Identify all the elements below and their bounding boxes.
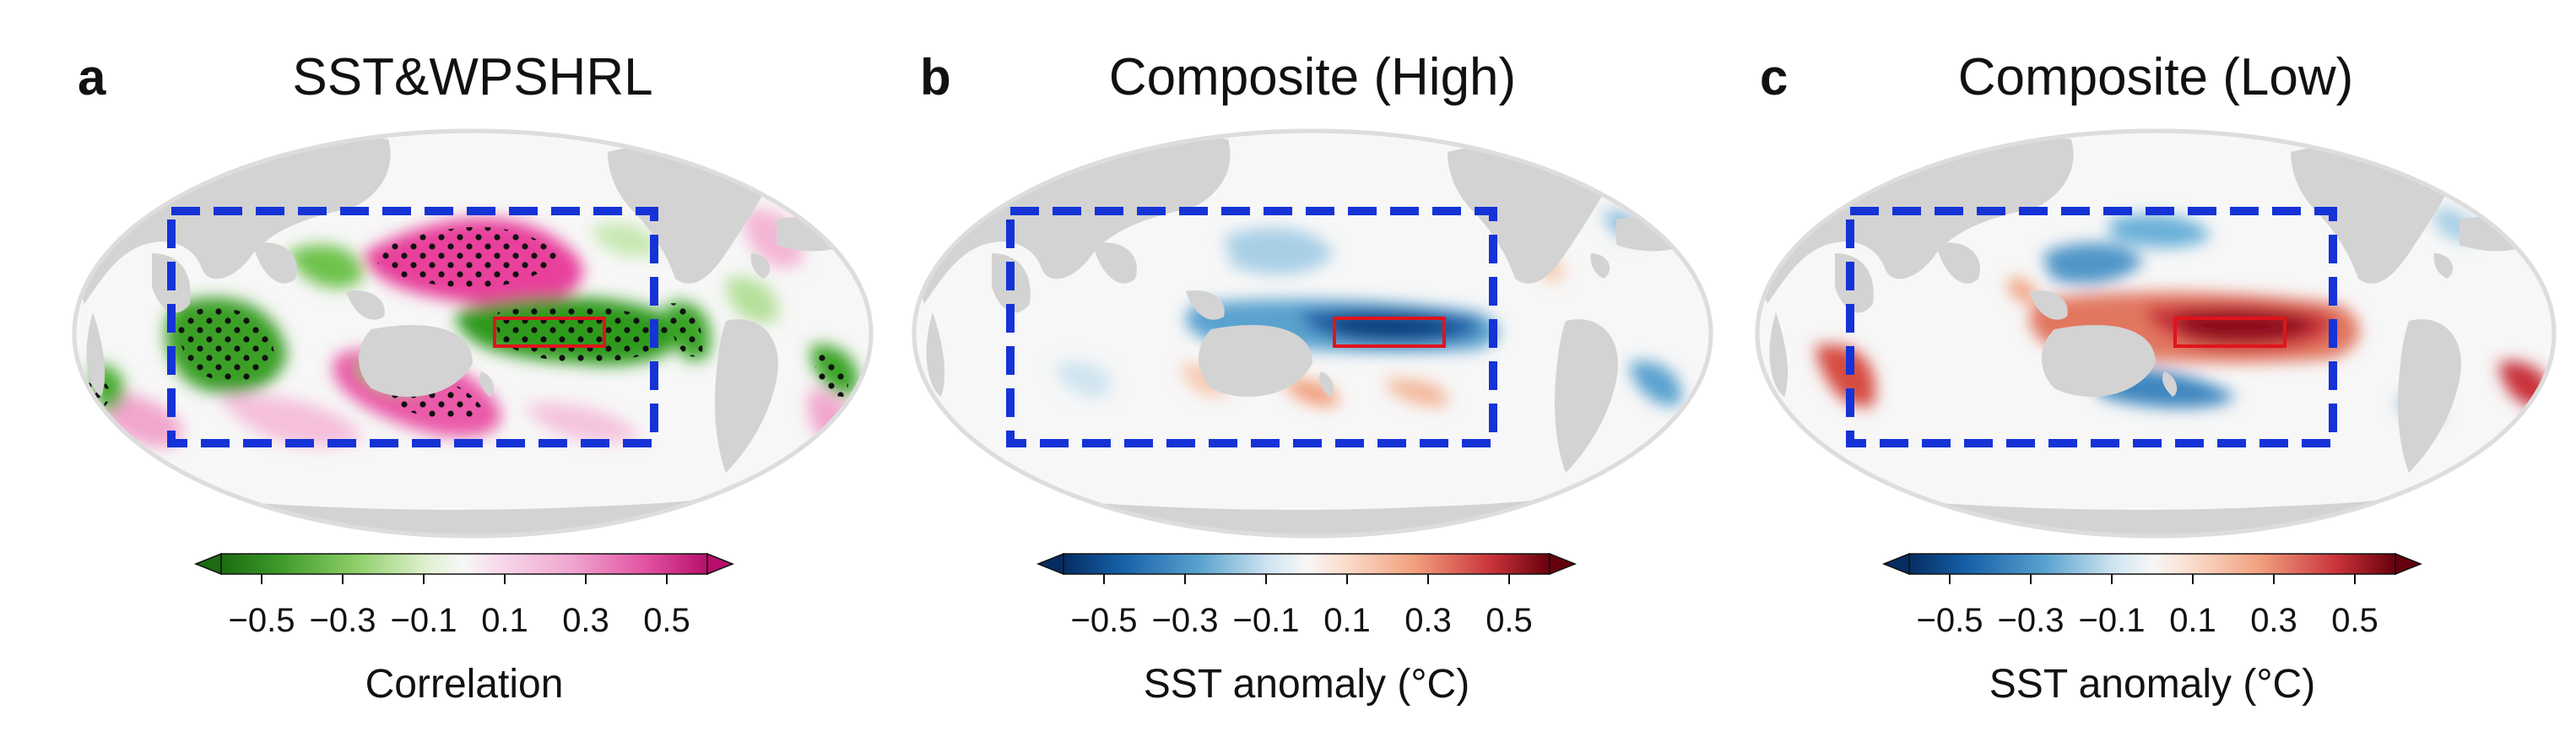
colorbar-extend-low [1881,552,1910,576]
colorbar-extend-low [1036,552,1064,576]
sst-anomaly-field [1055,210,1681,407]
colorbar-tick-label: 0.3 [1404,602,1452,639]
colorbar-tick-label: 0.3 [2250,602,2297,639]
colorbar: −0.5 −0.3 −0.1 0.1 0.3 0.5 SST anomaly (°C) [1036,552,1578,707]
panel-letter: c [1760,49,1788,106]
colorbar-tick-label: 0.5 [1486,602,1533,639]
panel-c: c Composite (Low) [1755,48,2557,707]
colorbar-label: Correlation [365,662,564,707]
domain-box [167,207,658,447]
panel-title: Composite (High) [1109,48,1516,106]
colorbar-tick-label: 0.3 [562,602,609,639]
map [912,128,1713,539]
colorbar-tick-label: −0.3 [1998,602,2065,639]
map [72,128,874,539]
colorbar-body [1908,553,2396,575]
panel-title: SST&WPSHRL [292,48,652,106]
colorbar-extend-low [193,552,222,576]
panel-a: a SST&WPSHRL [72,48,874,707]
colorbar-ticks: −0.5 −0.3 −0.1 0.1 0.3 0.5 [229,574,690,639]
nino-index-box [1333,317,1446,348]
panel-letter: a [78,49,106,106]
colorbar-tick-label: −0.3 [310,602,376,639]
nino-index-box [493,317,606,348]
colorbar-extend-high [2395,552,2423,576]
colorbar-tick-label: 0.5 [643,602,690,639]
colorbar-label: SST anomaly (°C) [1144,662,1469,707]
colorbar: −0.5 −0.3 −0.1 0.1 0.3 0.5 Correlation [193,552,735,707]
colorbar-tick-label: 0.1 [481,602,528,639]
colorbar-body [220,553,708,575]
colorbar: −0.5 −0.3 −0.1 0.1 0.3 0.5 SST anomaly (°C) [1881,552,2423,707]
nino-index-box [2173,317,2286,348]
colorbar-tick-label: 0.1 [1323,602,1371,639]
colorbar-label: SST anomaly (°C) [1989,662,2315,707]
colorbar-ticks: −0.5 −0.3 −0.1 0.1 0.3 0.5 [1071,574,1533,639]
colorbar-tick-label: −0.5 [1917,602,1983,639]
panel-title: Composite (Low) [1958,48,2354,106]
domain-box [1006,207,1497,447]
globe-outline [72,128,874,539]
panel-letter: b [920,49,951,106]
colorbar-tick-label: −0.1 [1233,602,1300,639]
colorbar-extend-high [1549,552,1578,576]
map [1755,128,2557,539]
panel-b: b Composite (High) [912,48,1713,707]
colorbar-tick-label: −0.1 [391,602,457,639]
colorbar-tick-label: −0.3 [1152,602,1219,639]
globe-outline [1755,128,2557,539]
colorbar-tick-label: 0.1 [2169,602,2216,639]
globe-outline [912,128,1713,539]
colorbar-body [1063,553,1550,575]
domain-box [1846,207,2337,447]
colorbar-extend-high [706,552,735,576]
colorbar-tick-label: −0.1 [2079,602,2146,639]
colorbar-tick-label: −0.5 [229,602,295,639]
colorbar-ticks: −0.5 −0.3 −0.1 0.1 0.3 0.5 [1917,574,2378,639]
colorbar-tick-label: −0.5 [1071,602,1138,639]
colorbar-tick-label: 0.5 [2331,602,2378,639]
